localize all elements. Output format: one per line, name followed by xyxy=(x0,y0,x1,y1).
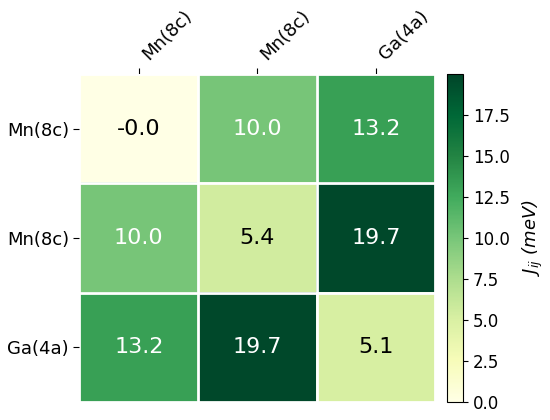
Text: 19.7: 19.7 xyxy=(351,228,400,248)
Text: 19.7: 19.7 xyxy=(233,337,282,357)
Text: 13.2: 13.2 xyxy=(351,119,400,139)
Text: 10.0: 10.0 xyxy=(233,119,282,139)
Text: 5.4: 5.4 xyxy=(240,228,275,248)
Text: 13.2: 13.2 xyxy=(114,337,163,357)
Text: 5.1: 5.1 xyxy=(358,337,394,357)
Text: 10.0: 10.0 xyxy=(114,228,163,248)
Y-axis label: $J_{ij}$ (meV): $J_{ij}$ (meV) xyxy=(521,200,545,276)
Text: -0.0: -0.0 xyxy=(117,119,161,139)
